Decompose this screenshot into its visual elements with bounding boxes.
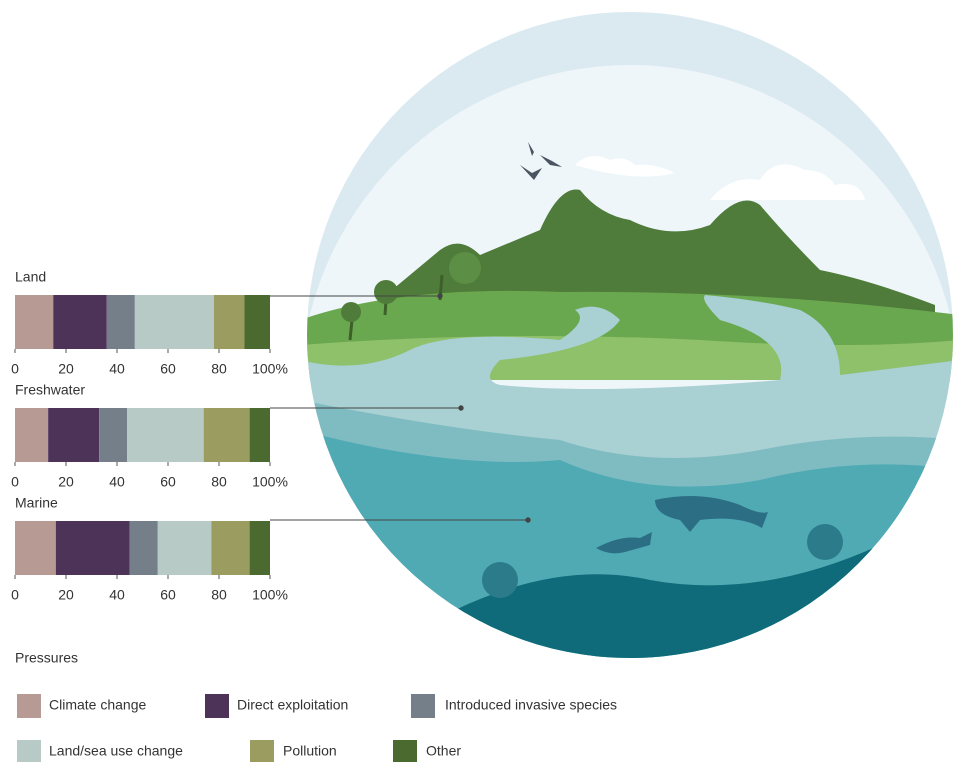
- bar-segment: [55, 521, 130, 575]
- legend-label: Direct exploitation: [237, 697, 348, 713]
- panel-title: Marine: [15, 495, 58, 511]
- x-tick-label: 20: [58, 361, 74, 377]
- bar-segment: [249, 408, 270, 462]
- x-tick-label: 40: [109, 587, 125, 603]
- x-tick-label: 100%: [252, 474, 288, 490]
- x-tick-label: 60: [160, 587, 176, 603]
- pointers: [270, 293, 531, 523]
- bar-segment: [48, 408, 100, 462]
- bar-segment: [157, 521, 212, 575]
- bar-segment: [15, 408, 49, 462]
- x-tick-label: 40: [109, 361, 125, 377]
- bar-segment: [106, 295, 135, 349]
- bar-segment: [211, 521, 250, 575]
- x-tick-label: 100%: [252, 587, 288, 603]
- x-tick-label: 0: [11, 361, 19, 377]
- x-tick-label: 100%: [252, 361, 288, 377]
- bar-segment: [15, 295, 54, 349]
- x-tick-label: 20: [58, 474, 74, 490]
- bar-segment: [244, 295, 270, 349]
- legend-swatch: [393, 740, 417, 762]
- bar-segment: [129, 521, 158, 575]
- bar-segment: [213, 295, 245, 349]
- x-tick-label: 0: [11, 587, 19, 603]
- bar-segment: [203, 408, 250, 462]
- legend-label: Other: [426, 743, 461, 759]
- legend-swatch: [250, 740, 274, 762]
- legend-swatch: [17, 694, 41, 718]
- x-tick-label: 40: [109, 474, 125, 490]
- bar-segment: [15, 521, 56, 575]
- x-tick-label: 80: [211, 474, 227, 490]
- legend-swatch: [17, 740, 41, 762]
- x-tick-label: 60: [160, 361, 176, 377]
- panel-title: Land: [15, 269, 46, 285]
- x-tick-label: 80: [211, 587, 227, 603]
- legend-swatch: [205, 694, 229, 718]
- legend-label: Pollution: [283, 743, 337, 759]
- bar-segment: [99, 408, 128, 462]
- bar-segment: [127, 408, 204, 462]
- x-tick-label: 0: [11, 474, 19, 490]
- panel-title: Freshwater: [15, 382, 85, 398]
- legend-label: Climate change: [49, 697, 146, 713]
- legend-swatch: [411, 694, 435, 718]
- bar-segment: [134, 295, 214, 349]
- legend-label: Introduced invasive species: [445, 697, 617, 713]
- x-tick-label: 80: [211, 361, 227, 377]
- x-tick-label: 60: [160, 474, 176, 490]
- legend-title: Pressures: [15, 650, 78, 666]
- globe-illustration: [307, 12, 953, 658]
- x-tick-label: 20: [58, 587, 74, 603]
- bar-segment: [249, 521, 270, 575]
- legend-label: Land/sea use change: [49, 743, 183, 759]
- bar-segment: [53, 295, 107, 349]
